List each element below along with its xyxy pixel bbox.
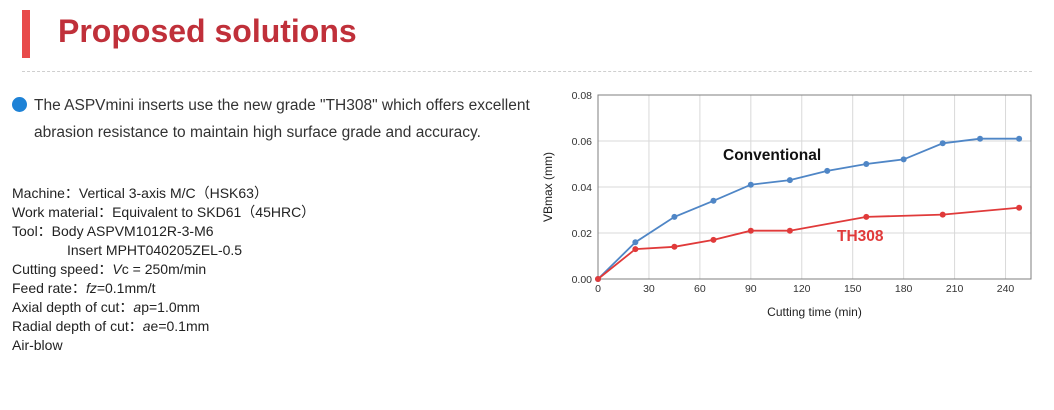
- axial-depth-label: Axial depth of cut：: [12, 299, 134, 315]
- data-point: [747, 181, 754, 188]
- bullet-icon: [12, 97, 27, 112]
- plot-frame: [597, 94, 1032, 280]
- condition-air-blow: Air-blow: [12, 337, 63, 353]
- feed-rate-symbol: fz: [85, 280, 97, 296]
- x-tick-label: 240: [997, 283, 1015, 295]
- condition-feed-rate: Feed rate：fz=0.1mm/t: [12, 279, 315, 298]
- data-point: [632, 239, 639, 246]
- data-point: [1016, 135, 1023, 142]
- intro-text: The ASPVmini inserts use the new grade "…: [34, 97, 530, 141]
- series-line: [597, 206, 1020, 280]
- y-tick-label: 0.06: [572, 136, 593, 148]
- section-divider: [22, 71, 1032, 72]
- x-tick-label: 150: [844, 283, 862, 295]
- x-tick-label: 90: [745, 283, 757, 295]
- axial-depth-value: p=1.0mm: [141, 299, 200, 315]
- y-tick-label: 0.04: [572, 182, 593, 194]
- condition-axial-depth: Axial depth of cut：ap=1.0mm: [12, 298, 315, 317]
- cutting-speed-label: Cutting speed：: [12, 261, 113, 277]
- feed-rate-label: Feed rate：: [12, 280, 86, 296]
- page-title: Proposed solutions: [58, 13, 357, 49]
- condition-work-material: Work material：Equivalent to SKD61（45HRC）: [12, 204, 316, 220]
- series-label: Conventional: [723, 147, 821, 164]
- condition-tool-body: Tool：Body ASPVM1012R-3-M6: [12, 223, 214, 239]
- data-point: [632, 246, 639, 253]
- x-tick-label: 30: [643, 283, 655, 295]
- x-tick-label: 60: [694, 283, 706, 295]
- data-point: [595, 276, 601, 282]
- radial-depth-symbol: a: [142, 318, 151, 334]
- data-point: [710, 197, 717, 204]
- y-axis-title: VBmax (mm): [541, 152, 555, 222]
- feed-rate-value: =0.1mm/t: [96, 280, 156, 296]
- data-point: [900, 156, 907, 163]
- wear-chart: 0 30 60 90 120 150 180 210 240 0.00 0.02 0.04 0.06 0.…: [530, 80, 1054, 330]
- data-point: [977, 135, 984, 142]
- condition-radial-depth: Radial depth of cut：ae=0.1mm: [12, 317, 315, 336]
- data-point: [939, 211, 946, 218]
- condition-tool-insert: Insert MPHT040205ZEL-0.5: [67, 242, 243, 258]
- title-accent-bar: [22, 10, 30, 58]
- x-axis-title: Cutting time (min): [767, 305, 862, 319]
- data-point: [939, 140, 946, 147]
- cutting-conditions: Machine：Vertical 3-axis M/C（HSK63） Work …: [12, 184, 315, 355]
- x-tick-label: 180: [895, 283, 913, 295]
- data-point: [786, 177, 793, 184]
- condition-cutting-speed: Cutting speed：Vc = 250m/min: [12, 260, 315, 279]
- data-point: [1016, 204, 1023, 211]
- data-point: [824, 167, 831, 174]
- data-point: [671, 213, 678, 220]
- data-point: [671, 243, 678, 250]
- x-tick-label: 210: [946, 283, 964, 295]
- cutting-speed-value: c = 250m/min: [121, 261, 207, 277]
- intro-paragraph: The ASPVmini inserts use the new grade "…: [12, 92, 532, 146]
- series-line: [597, 137, 1020, 280]
- axial-depth-symbol: a: [133, 299, 142, 315]
- data-point: [747, 227, 754, 234]
- data-point: [863, 213, 870, 220]
- data-point: [710, 236, 717, 243]
- series-label: TH308: [837, 228, 884, 245]
- y-tick-label: 0.08: [572, 90, 593, 102]
- cutting-speed-symbol: V: [112, 261, 122, 277]
- radial-depth-label: Radial depth of cut：: [12, 318, 143, 334]
- condition-machine: Machine：Vertical 3-axis M/C（HSK63）: [12, 185, 268, 201]
- x-tick-label: 0: [595, 283, 601, 295]
- radial-depth-value: e=0.1mm: [150, 318, 210, 334]
- wear-chart-svg: 0 30 60 90 120 150 180 210 240 0.00 0.02 0.04 0.06 0.…: [541, 90, 1032, 319]
- data-point: [786, 227, 793, 234]
- y-tick-label: 0.00: [572, 274, 593, 286]
- x-tick-label: 120: [793, 283, 811, 295]
- y-tick-label: 0.02: [572, 228, 593, 240]
- data-point: [863, 161, 870, 167]
